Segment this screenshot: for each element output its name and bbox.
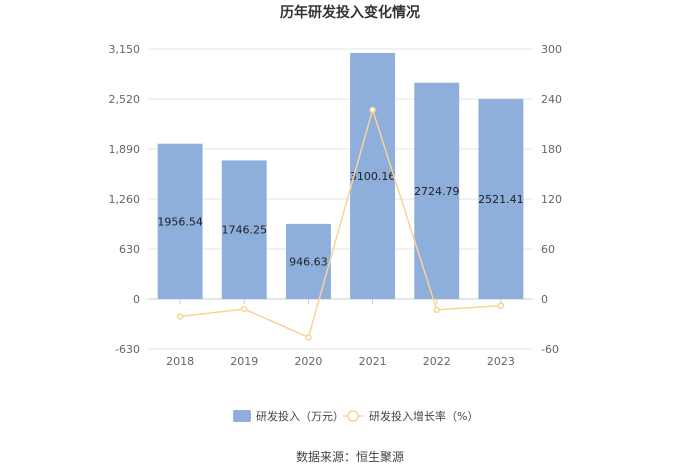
line-point <box>433 306 440 314</box>
right-axis: 300 240 180 120 60 0 -60 <box>541 43 562 356</box>
right-tick-label: 60 <box>541 243 555 256</box>
bar <box>157 143 203 299</box>
legend-line-marker <box>347 410 359 422</box>
bar-labels: 1956.54 1746.25 946.63 3100.16 2724.79 2521.4… <box>157 170 523 268</box>
left-tick-label: -630 <box>115 343 140 356</box>
left-axis: 3,150 2,520 1,890 1,260 630 0 -630 <box>109 43 141 356</box>
right-tick-label: 0 <box>541 293 548 306</box>
x-tick-label: 2018 <box>166 355 194 368</box>
right-tick-label: 180 <box>541 143 562 156</box>
legend-bar-swatch <box>233 410 251 422</box>
x-tick-label: 2019 <box>230 355 258 368</box>
left-tick-label: 630 <box>119 243 140 256</box>
chart-title: 历年研发投入变化情况 <box>280 4 420 21</box>
line-point <box>176 313 184 320</box>
left-tick-label: 2,520 <box>109 93 141 106</box>
bar-value-label: 1746.25 <box>222 224 268 237</box>
x-axis: 2018 2019 2020 2021 2022 2023 <box>166 299 515 368</box>
right-tick-label: 120 <box>541 193 562 206</box>
x-tick-label: 2021 <box>359 355 387 368</box>
grid-lines <box>148 48 533 350</box>
legend-line-label: 研发投入增长率（%） <box>369 409 478 423</box>
bar-value-label: 3100.16 <box>350 170 396 183</box>
right-tick-label: 300 <box>541 43 562 56</box>
bar <box>350 52 396 300</box>
line-series <box>176 106 505 341</box>
right-tick-label: -60 <box>541 343 559 356</box>
bar-value-label: 2521.41 <box>478 193 524 206</box>
left-tick-label: 1,260 <box>109 193 141 206</box>
legend-bar-label: 研发投入（万元） <box>256 409 344 423</box>
line-point <box>369 106 376 114</box>
left-tick-label: 0 <box>133 293 140 306</box>
bar-series <box>157 52 524 300</box>
right-tick-label: 240 <box>541 93 562 106</box>
bar-value-label: 946.63 <box>289 255 328 268</box>
data-source: 数据来源：恒生聚源 <box>296 449 404 464</box>
left-tick-label: 3,150 <box>109 43 141 56</box>
x-tick-label: 2022 <box>423 355 451 368</box>
bar-value-label: 2724.79 <box>414 185 460 198</box>
bar <box>478 98 524 299</box>
growth-line <box>179 107 501 339</box>
x-tick-label: 2023 <box>487 355 515 368</box>
legend: 研发投入（万元） 研发投入增长率（%） <box>233 409 478 423</box>
x-tick-label: 2020 <box>294 355 322 368</box>
bar <box>221 160 267 299</box>
line-point <box>305 334 312 341</box>
line-point <box>241 305 248 313</box>
left-tick-label: 1,890 <box>109 143 141 156</box>
bar-value-label: 1956.54 <box>157 215 203 228</box>
